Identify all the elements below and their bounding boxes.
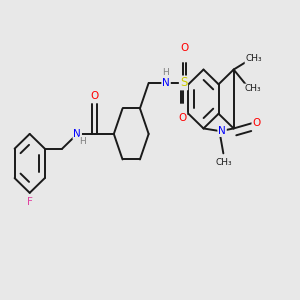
Text: H: H xyxy=(80,137,86,146)
Text: H: H xyxy=(162,68,169,77)
Text: N: N xyxy=(218,126,226,136)
Text: O: O xyxy=(252,118,261,128)
Text: CH₃: CH₃ xyxy=(244,84,261,93)
Text: N: N xyxy=(162,78,170,88)
Text: O: O xyxy=(178,112,186,123)
Text: S: S xyxy=(180,76,187,89)
Text: O: O xyxy=(91,92,99,101)
Text: F: F xyxy=(27,197,33,208)
Text: CH₃: CH₃ xyxy=(215,158,232,167)
Text: CH₃: CH₃ xyxy=(245,54,262,63)
Text: O: O xyxy=(181,43,189,53)
Text: N: N xyxy=(74,129,81,139)
